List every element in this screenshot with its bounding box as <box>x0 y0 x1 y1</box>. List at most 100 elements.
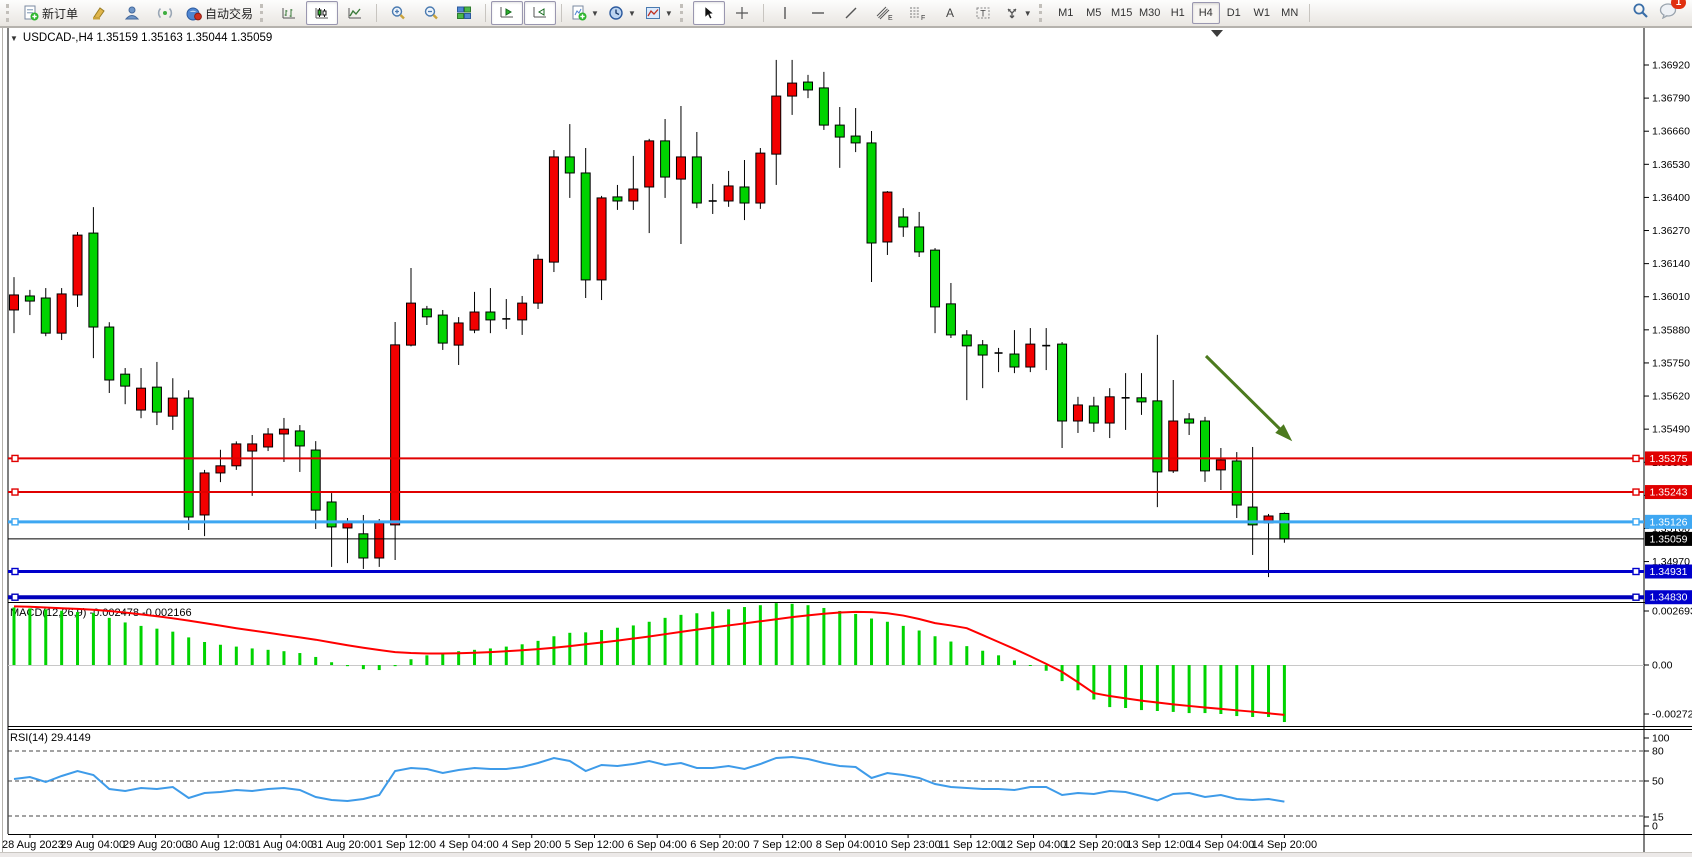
candle-body <box>1215 459 1226 471</box>
zoom-out-button[interactable] <box>415 1 447 25</box>
macd-histogram-bar <box>727 609 731 665</box>
timeframe-m1[interactable]: M1 <box>1058 7 1074 19</box>
date-axis-label[interactable]: 5 Sep 12:00 <box>565 839 624 851</box>
date-axis-label[interactable]: 10 Sep 23:00 <box>875 839 940 851</box>
macd-histogram-bar <box>1139 665 1143 711</box>
price-axis-tick-label: 1.35750 <box>1652 357 1690 369</box>
clear-objects-button[interactable] <box>83 1 115 25</box>
hline-handle[interactable] <box>11 593 19 601</box>
cursor-button[interactable] <box>692 1 725 25</box>
candle-body <box>675 156 686 180</box>
period-button[interactable]: ▼ <box>604 1 640 25</box>
timeframe-mn[interactable]: MN <box>1281 7 1299 19</box>
new-order-button[interactable]: 新订单 <box>19 1 82 25</box>
macd-histogram-bar <box>377 665 381 671</box>
line-chart-button[interactable] <box>339 1 371 25</box>
price-tag-label: 1.35126 <box>1650 516 1688 528</box>
timeframe-m5[interactable]: M5 <box>1086 7 1102 19</box>
search-icon[interactable] <box>1632 2 1649 24</box>
hline-handle[interactable] <box>1632 454 1640 463</box>
timeframe-h4[interactable]: H4 <box>1191 2 1220 24</box>
fibonacci-button[interactable]: F <box>901 1 933 25</box>
timeframe-h1[interactable]: H1 <box>1170 7 1185 19</box>
candlestick-chart-button[interactable] <box>306 1 339 25</box>
date-axis-label[interactable]: 6 Sep 04:00 <box>628 839 687 851</box>
price-tag[interactable] <box>1645 485 1692 500</box>
date-axis-label[interactable]: 13 Sep 12:00 <box>1126 839 1191 851</box>
zoom-in-button[interactable] <box>382 1 414 25</box>
date-axis-label[interactable]: 30 Aug 12:00 <box>186 839 251 851</box>
channel-button[interactable]: E <box>868 1 900 25</box>
autotrading-button[interactable]: 自动交易 <box>182 1 257 25</box>
macd-histogram-bar <box>457 651 461 665</box>
channel-icon: E <box>875 5 893 21</box>
hline-handle[interactable] <box>11 567 19 576</box>
crosshair-button[interactable] <box>726 1 758 25</box>
macd-histogram-bar <box>742 607 746 665</box>
candle-body <box>167 397 178 417</box>
date-axis-label[interactable]: 4 Sep 20:00 <box>502 839 561 851</box>
price-tag[interactable] <box>1645 564 1692 579</box>
price-tag[interactable] <box>1645 531 1692 546</box>
date-axis-label[interactable]: 14 Sep 04:00 <box>1189 839 1254 851</box>
add-indicator-button[interactable]: ▼ <box>567 1 603 25</box>
tile-windows-button[interactable] <box>448 1 480 25</box>
auto-scroll-button[interactable] <box>491 1 524 25</box>
macd-histogram-bar <box>647 621 651 665</box>
text-label-button[interactable]: T <box>967 1 999 25</box>
trendline-button[interactable] <box>835 1 867 25</box>
date-axis-label[interactable]: 31 Aug 04:00 <box>248 839 313 851</box>
date-axis-label[interactable]: 7 Sep 12:00 <box>753 839 812 851</box>
date-axis-label[interactable]: 4 Sep 04:00 <box>439 839 498 851</box>
macd-histogram-bar <box>965 646 969 665</box>
date-axis-label[interactable]: 28 Aug 2023 <box>2 839 64 851</box>
trend-arrow-annotation[interactable] <box>1204 354 1290 439</box>
date-axis-label[interactable]: 6 Sep 20:00 <box>690 839 749 851</box>
dropdown-caret: ▼ <box>1023 8 1032 18</box>
crosshair-icon <box>734 5 750 21</box>
signal-button[interactable] <box>149 1 181 25</box>
notifications-button[interactable]: 1 <box>1659 0 1686 24</box>
timeframe-d1[interactable]: D1 <box>1226 7 1241 19</box>
date-axis-label[interactable]: 12 Sep 20:00 <box>1064 839 1129 851</box>
timeframe-m30[interactable]: M30 <box>1139 7 1161 19</box>
toolbar-separator <box>485 4 487 22</box>
macd-histogram-bar <box>949 641 953 665</box>
candle-body <box>199 472 210 516</box>
vertical-line-button[interactable] <box>769 1 801 25</box>
date-axis-label[interactable]: 29 Aug 04:00 <box>60 839 125 851</box>
template-button[interactable]: ▼ <box>641 1 677 25</box>
chart-shift-marker[interactable] <box>1211 30 1223 37</box>
date-axis-label[interactable]: 11 Sep 12:00 <box>938 839 1003 851</box>
horizontal-line-button[interactable] <box>802 1 834 25</box>
arrows-button[interactable]: ▼ <box>1000 1 1036 25</box>
svg-text:A: A <box>946 6 954 20</box>
hline-handle[interactable] <box>11 454 19 463</box>
template-icon <box>645 5 661 21</box>
hline-handle[interactable] <box>11 518 19 526</box>
chart-shift-button[interactable] <box>524 1 557 25</box>
date-axis-label[interactable]: 8 Sep 04:00 <box>816 839 875 851</box>
macd-histogram-bar <box>838 610 842 665</box>
date-axis-label[interactable]: 1 Sep 12:00 <box>377 839 436 851</box>
bar-chart-button[interactable] <box>273 1 305 25</box>
date-axis-label[interactable]: 14 Sep 20:00 <box>1252 839 1317 851</box>
date-axis-label[interactable]: 31 Aug 20:00 <box>311 839 376 851</box>
text-button[interactable]: A <box>934 1 966 25</box>
macd-histogram-bar <box>1108 665 1112 708</box>
date-axis-label[interactable]: 29 Aug 20:00 <box>123 839 188 851</box>
chart-symbol-title[interactable]: ▼ USDCAD-,H4 1.35159 1.35163 1.35044 1.3… <box>10 32 272 44</box>
date-axis-label[interactable]: 12 Sep 04:00 <box>1001 839 1066 851</box>
timeframe-m15[interactable]: M15 <box>1111 7 1133 19</box>
candle-body <box>882 191 893 243</box>
timeframe-w1[interactable]: W1 <box>1253 7 1270 19</box>
hline-handle[interactable] <box>1632 593 1640 601</box>
hline-handle[interactable] <box>11 488 19 496</box>
profile-button[interactable] <box>116 1 148 25</box>
hline-handle[interactable] <box>1632 518 1640 526</box>
price-tag[interactable] <box>1645 514 1692 529</box>
price-tag[interactable] <box>1645 451 1692 466</box>
hline-handle[interactable] <box>1632 567 1640 576</box>
price-tag[interactable] <box>1645 590 1692 605</box>
hline-handle[interactable] <box>1632 488 1640 496</box>
